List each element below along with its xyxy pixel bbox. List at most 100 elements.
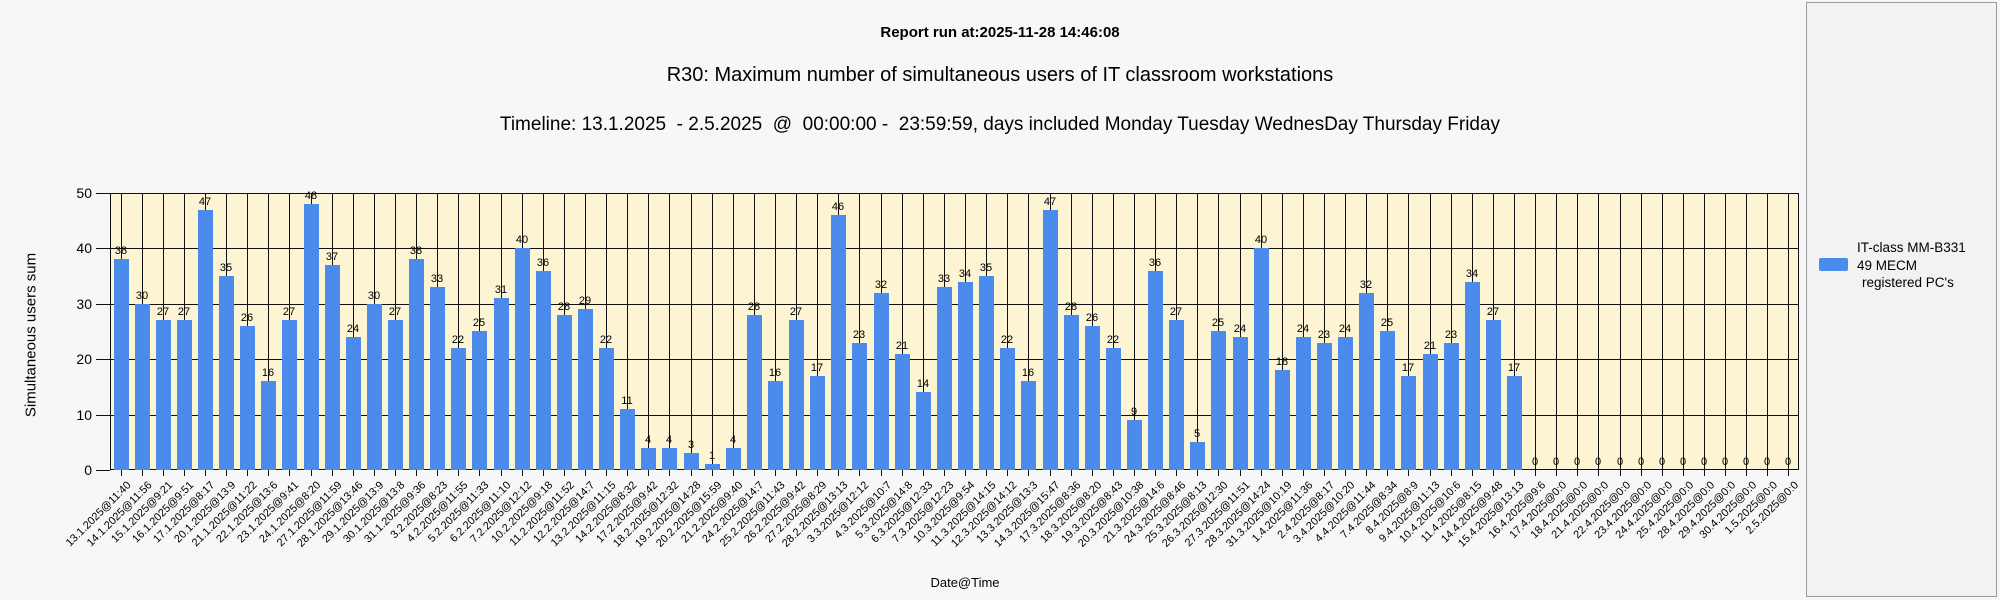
- grid-line-v: [458, 193, 459, 470]
- x-axis-tick: [1303, 470, 1304, 476]
- x-axis-tick: [1345, 470, 1346, 476]
- grid-line-v: [1408, 193, 1409, 470]
- x-axis-tick: [416, 470, 417, 476]
- bar-value-label: 27: [388, 306, 402, 318]
- x-axis-tick: [775, 470, 776, 476]
- x-axis-tick: [142, 470, 143, 476]
- x-axis-tick: [627, 470, 628, 476]
- grid-line-v: [1345, 193, 1346, 470]
- bar-value-label: 22: [1000, 334, 1014, 346]
- x-axis-tick: [1788, 470, 1789, 476]
- bar-value-label: 17: [1507, 362, 1521, 374]
- bar: [789, 320, 804, 470]
- bar: [662, 448, 677, 470]
- x-axis-title: Date@Time: [930, 575, 1000, 590]
- x-axis-tick: [458, 470, 459, 476]
- x-axis-tick: [986, 470, 987, 476]
- grid-line-v: [775, 193, 776, 470]
- grid-line-v: [1577, 193, 1578, 470]
- grid-line-v: [1514, 193, 1515, 470]
- x-axis-tick: [1050, 470, 1051, 476]
- x-axis-tick: [332, 470, 333, 476]
- bar: [1380, 331, 1395, 470]
- x-axis-tick: [669, 470, 670, 476]
- bar-value-label: 24: [1296, 323, 1310, 335]
- grid-line-v: [712, 193, 713, 470]
- bar: [240, 326, 255, 470]
- bar: [937, 287, 952, 470]
- x-axis-tick: [1387, 470, 1388, 476]
- legend-label-line-2: 49 MECM: [1857, 257, 1918, 273]
- bar-value-label: 31: [494, 284, 508, 296]
- bar-value-label: 21: [895, 340, 909, 352]
- grid-line-v: [268, 193, 269, 470]
- bar: [409, 259, 424, 470]
- x-axis-tick: [606, 470, 607, 476]
- x-axis-tick: [1451, 470, 1452, 476]
- bar: [852, 343, 867, 470]
- bar-value-label: 35: [219, 262, 233, 274]
- x-axis-tick: [965, 470, 966, 476]
- grid-line-h: [110, 304, 1799, 305]
- bar: [1401, 376, 1416, 470]
- bar: [325, 265, 340, 470]
- legend-label-line-3: registered PC's: [1862, 275, 1954, 290]
- x-axis-tick: [1176, 470, 1177, 476]
- bar-value-label: 23: [1317, 329, 1331, 341]
- x-axis-tick: [289, 470, 290, 476]
- bar: [1233, 337, 1248, 470]
- bar-value-label: 17: [810, 362, 824, 374]
- bar-value-label: 26: [240, 312, 254, 324]
- grid-line-v: [669, 193, 670, 470]
- bar-value-label: 22: [599, 334, 613, 346]
- bar-value-label: 17: [1401, 362, 1415, 374]
- bar: [578, 309, 593, 470]
- x-axis-tick: [268, 470, 269, 476]
- bar: [1423, 354, 1438, 470]
- grid-line-v: [1746, 193, 1747, 470]
- bar: [346, 337, 361, 470]
- y-tick-label: 0: [84, 462, 92, 478]
- bar: [705, 464, 720, 470]
- x-axis-tick: [712, 470, 713, 476]
- bar-value-label: 47: [1043, 196, 1057, 208]
- grid-line-v: [859, 193, 860, 470]
- grid-line-v: [1282, 193, 1283, 470]
- x-axis-tick: [1261, 470, 1262, 476]
- bar-value-label: 36: [536, 257, 550, 269]
- bar: [726, 448, 741, 470]
- grid-line-v: [648, 193, 649, 470]
- grid-line-v: [1641, 193, 1642, 470]
- x-axis-tick: [1662, 470, 1663, 476]
- x-axis-tick: [1240, 470, 1241, 476]
- bar-value-label: 0: [1616, 456, 1624, 468]
- grid-line-v: [1007, 193, 1008, 470]
- x-axis-tick: [1704, 470, 1705, 476]
- bar: [261, 381, 276, 470]
- bar: [1444, 343, 1459, 470]
- legend-panel: IT-class MM-B331 49 MECM registered PC's: [1806, 2, 1997, 597]
- bar: [1317, 343, 1332, 470]
- bar-value-label: 0: [1637, 456, 1645, 468]
- bar: [114, 259, 129, 470]
- grid-line-v: [1556, 193, 1557, 470]
- bar-value-label: 24: [1338, 323, 1352, 335]
- x-axis-tick: [1535, 470, 1536, 476]
- bar: [557, 315, 572, 470]
- x-axis-tick: [353, 470, 354, 476]
- bar: [1190, 442, 1205, 470]
- grid-line-v: [1767, 193, 1768, 470]
- bar-value-label: 0: [1658, 456, 1666, 468]
- x-axis-tick: [1430, 470, 1431, 476]
- x-axis-tick: [859, 470, 860, 476]
- y-axis-tick: [96, 359, 110, 360]
- x-axis-tick: [479, 470, 480, 476]
- bar: [1507, 376, 1522, 470]
- bar: [219, 276, 234, 470]
- bar-value-label: 29: [578, 295, 592, 307]
- bar: [1148, 271, 1163, 470]
- x-axis-tick: [1007, 470, 1008, 476]
- bar-value-label: 0: [1742, 456, 1750, 468]
- bar-value-label: 22: [451, 334, 465, 346]
- x-axis-tick: [754, 470, 755, 476]
